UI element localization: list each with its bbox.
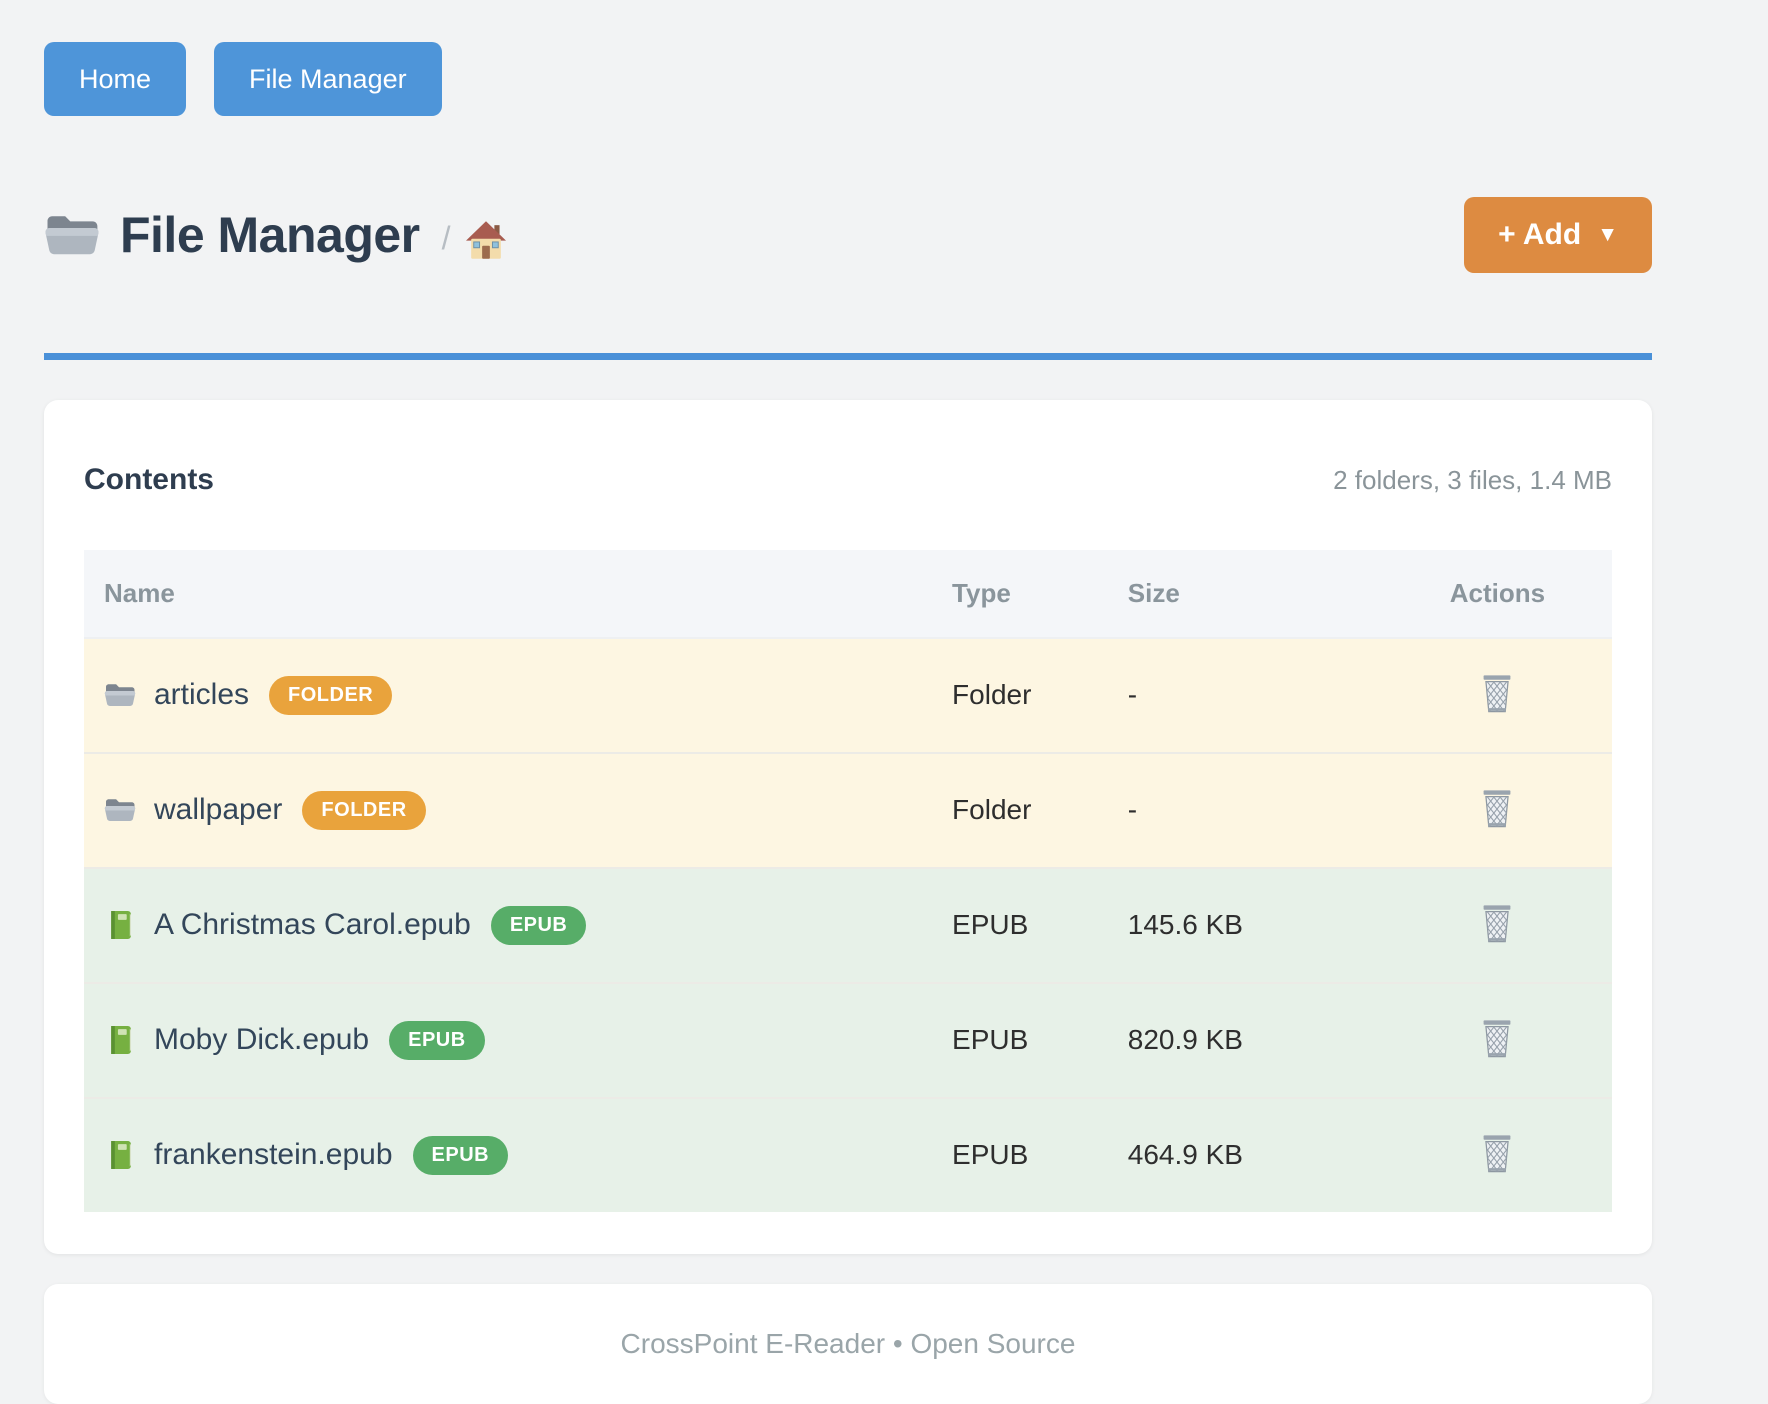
delete-button[interactable]	[1475, 784, 1519, 833]
page-header: File Manager / + Add ▼	[44, 172, 1652, 297]
chevron-down-icon: ▼	[1597, 223, 1618, 246]
page: Home File Manager File Manager / + Add ▼…	[44, 0, 1652, 1404]
page-title: File Manager	[120, 206, 420, 263]
name-cell: wallpaper FOLDER	[104, 790, 912, 830]
column-header-type: Type	[932, 549, 1108, 638]
type-cell: EPUB	[932, 1096, 1108, 1212]
footer-card: CrossPoint E-Reader • Open Source	[44, 1283, 1652, 1404]
trash-icon	[1479, 1018, 1515, 1059]
file-name-link[interactable]: Moby Dick.epub	[154, 1023, 370, 1057]
column-header-size: Size	[1107, 549, 1383, 638]
add-button-label: + Add	[1498, 217, 1582, 251]
type-badge: FOLDER	[269, 675, 393, 715]
column-header-actions: Actions	[1382, 549, 1612, 638]
contents-title: Contents	[84, 462, 214, 496]
column-header-name: Name	[84, 549, 933, 638]
type-badge: EPUB	[412, 1135, 509, 1175]
delete-button[interactable]	[1475, 1129, 1519, 1178]
type-cell: EPUB	[932, 866, 1108, 983]
type-cell: Folder	[932, 751, 1108, 868]
size-cell: 464.9 KB	[1107, 1096, 1383, 1212]
folder-name-link[interactable]: wallpaper	[154, 793, 283, 827]
contents-summary: 2 folders, 3 files, 1.4 MB	[1333, 464, 1612, 495]
file-name-link[interactable]: A Christmas Carol.epub	[154, 908, 471, 942]
header-divider	[44, 353, 1652, 360]
trash-icon	[1479, 903, 1515, 944]
trash-icon	[1479, 673, 1515, 714]
file-table: Name Type Size Actions articles FOLDER	[84, 549, 1612, 1212]
name-cell: articles FOLDER	[104, 675, 912, 715]
size-cell: -	[1107, 751, 1383, 868]
house-icon[interactable]	[465, 220, 507, 260]
type-badge: FOLDER	[302, 790, 426, 830]
table-row: A Christmas Carol.epub EPUB EPUB 145.6 K…	[84, 866, 1612, 983]
page-header-left: File Manager /	[44, 172, 1464, 297]
file-name-link[interactable]: frankenstein.epub	[154, 1138, 393, 1172]
contents-card-header: Contents 2 folders, 3 files, 1.4 MB	[84, 438, 1612, 522]
book-icon	[104, 1140, 136, 1170]
table-row: wallpaper FOLDER Folder -	[84, 751, 1612, 868]
size-cell: 145.6 KB	[1107, 866, 1383, 983]
name-cell: frankenstein.epub EPUB	[104, 1135, 912, 1175]
folder-icon	[44, 212, 100, 258]
delete-button[interactable]	[1475, 669, 1519, 718]
table-row: articles FOLDER Folder -	[84, 636, 1612, 753]
table-row: frankenstein.epub EPUB EPUB 464.9 KB	[84, 1096, 1612, 1212]
book-icon	[104, 1025, 136, 1055]
name-cell: A Christmas Carol.epub EPUB	[104, 905, 912, 945]
breadcrumb-separator: /	[441, 220, 451, 256]
size-cell: 820.9 KB	[1107, 981, 1383, 1098]
add-button[interactable]: + Add ▼	[1464, 196, 1652, 273]
size-cell: -	[1107, 636, 1383, 753]
name-cell: Moby Dick.epub EPUB	[104, 1020, 912, 1060]
book-icon	[104, 910, 136, 940]
footer-text: CrossPoint E-Reader • Open Source	[620, 1327, 1076, 1359]
type-cell: EPUB	[932, 981, 1108, 1098]
nav-home-button[interactable]: Home	[44, 42, 187, 116]
table-header-row: Name Type Size Actions	[84, 549, 1612, 638]
nav-file-manager-button[interactable]: File Manager	[214, 42, 442, 116]
delete-button[interactable]	[1475, 899, 1519, 948]
trash-icon	[1479, 1133, 1515, 1174]
table-row: Moby Dick.epub EPUB EPUB 820.9 KB	[84, 981, 1612, 1098]
folder-icon	[104, 795, 136, 825]
contents-card: Contents 2 folders, 3 files, 1.4 MB Name…	[44, 400, 1652, 1254]
folder-icon	[104, 680, 136, 710]
type-cell: Folder	[932, 636, 1108, 753]
type-badge: EPUB	[389, 1020, 485, 1060]
type-badge: EPUB	[490, 905, 587, 945]
top-nav: Home File Manager	[44, 0, 1652, 116]
folder-name-link[interactable]: articles	[154, 678, 250, 712]
trash-icon	[1479, 788, 1515, 829]
delete-button[interactable]	[1475, 1014, 1519, 1063]
